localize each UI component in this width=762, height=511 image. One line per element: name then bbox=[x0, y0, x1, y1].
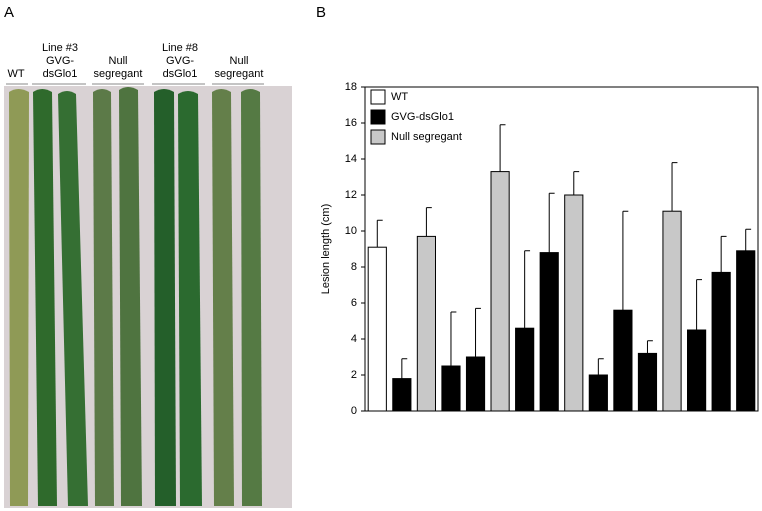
panel-label: A bbox=[4, 4, 14, 21]
error-bar bbox=[646, 340, 653, 354]
photo-label: dsGlo1 bbox=[163, 68, 198, 80]
photo-label: Null bbox=[230, 55, 249, 67]
leaf bbox=[212, 89, 234, 506]
error-bar bbox=[671, 162, 678, 212]
photo-label: segregant bbox=[215, 68, 264, 80]
legend-label: WT bbox=[391, 91, 408, 103]
leaf bbox=[119, 87, 142, 506]
y-tick-label: 0 bbox=[351, 405, 357, 417]
leaf bbox=[241, 89, 262, 506]
bar bbox=[490, 171, 510, 412]
y-tick-label: 18 bbox=[345, 81, 357, 93]
legend-label: GVG-dsGlo1 bbox=[391, 111, 454, 123]
bar bbox=[588, 374, 608, 412]
y-tick-label: 14 bbox=[345, 153, 357, 165]
bar bbox=[441, 365, 461, 412]
y-tick-label: 4 bbox=[351, 333, 357, 345]
error-bar bbox=[548, 192, 555, 253]
bar bbox=[687, 329, 707, 412]
y-tick-label: 10 bbox=[345, 225, 357, 237]
bar bbox=[539, 252, 559, 412]
photo-label: dsGlo1 bbox=[43, 68, 78, 80]
error-bar bbox=[499, 124, 506, 172]
leaf bbox=[58, 91, 88, 506]
bar bbox=[662, 210, 682, 412]
bar bbox=[367, 246, 387, 412]
error-bar bbox=[745, 228, 752, 251]
bar bbox=[736, 250, 756, 412]
bar bbox=[637, 352, 658, 412]
photo-label: WT bbox=[7, 68, 24, 80]
legend-swatch bbox=[370, 129, 386, 145]
legend-swatch bbox=[370, 89, 386, 105]
error-bar bbox=[401, 358, 408, 379]
leaf bbox=[33, 89, 57, 506]
photo-label: segregant bbox=[94, 68, 143, 80]
bar bbox=[613, 309, 633, 412]
y-tick-label: 2 bbox=[351, 369, 357, 381]
error-bar bbox=[622, 210, 629, 311]
error-bar bbox=[376, 219, 383, 248]
leaf bbox=[93, 89, 114, 506]
bar bbox=[711, 271, 731, 412]
y-tick-label: 8 bbox=[351, 261, 357, 273]
error-bar bbox=[696, 279, 702, 330]
bar bbox=[416, 235, 436, 412]
error-bar bbox=[720, 235, 727, 273]
y-tick-label: 6 bbox=[351, 297, 357, 309]
y-axis-label: Lesion length (cm) bbox=[320, 204, 332, 295]
y-tick-label: 12 bbox=[345, 189, 357, 201]
leaf bbox=[154, 89, 176, 506]
bar bbox=[564, 194, 584, 412]
error-bar bbox=[475, 307, 481, 357]
error-bar bbox=[425, 207, 432, 237]
photo-label: Line #3 bbox=[42, 42, 78, 54]
bar bbox=[515, 327, 535, 412]
error-bar bbox=[450, 311, 457, 366]
plot-frame bbox=[364, 86, 759, 412]
leaf bbox=[9, 89, 29, 506]
photo-label: Line #8 bbox=[162, 42, 198, 54]
bar bbox=[465, 356, 486, 412]
error-bar bbox=[573, 171, 580, 195]
panel-label: B bbox=[316, 4, 326, 21]
y-tick-label: 16 bbox=[345, 117, 357, 129]
error-bar bbox=[597, 358, 604, 375]
leaf bbox=[178, 91, 202, 506]
bar bbox=[392, 378, 412, 412]
leaf-photo bbox=[4, 83, 292, 508]
photo-label: Null bbox=[109, 55, 128, 67]
photo-label: GVG- bbox=[166, 55, 194, 67]
error-bar bbox=[524, 250, 531, 329]
photo-label: GVG- bbox=[46, 55, 74, 67]
legend-swatch bbox=[370, 109, 386, 125]
legend-label: Null segregant bbox=[391, 131, 462, 143]
